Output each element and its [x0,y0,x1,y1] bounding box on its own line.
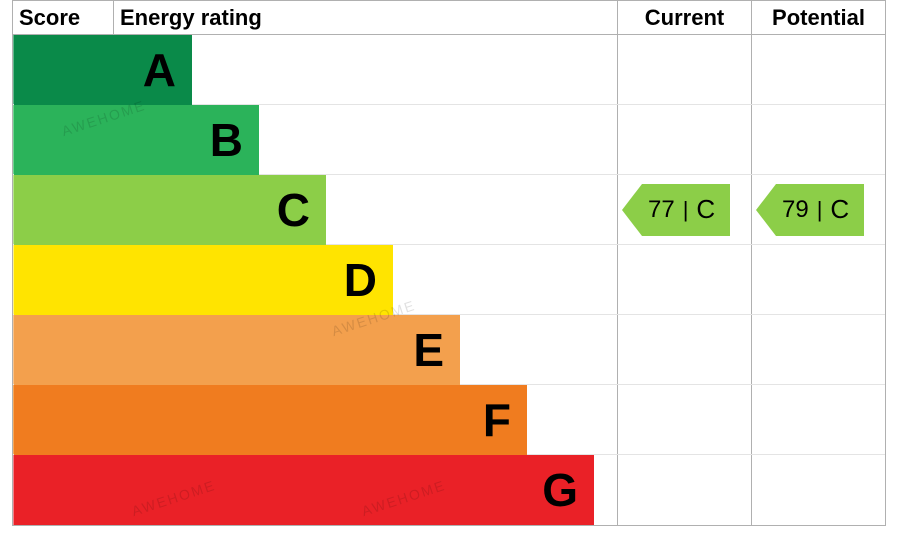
bar-area: F [113,385,617,454]
current-cell [617,105,751,174]
rating-letter-g: G [542,463,578,517]
current-cell [617,455,751,525]
rating-letter-c: C [277,183,310,237]
band-row-c: 69-80C77|C79|C [13,175,885,245]
separator: | [683,197,689,223]
rating-letter-d: D [344,253,377,307]
arrow-tip-icon [756,184,776,236]
header-row: Score Energy rating Current Potential [13,1,885,35]
band-row-e: 39-54E [13,315,885,385]
current-tag: 77 | C [622,184,730,236]
rating-bar-g: G [14,455,594,525]
potential-cell [751,35,885,104]
current-tag-value: 77 [648,196,675,224]
bar-area: A [113,35,617,104]
rating-letter-f: F [483,393,511,447]
rating-letter-b: B [210,113,243,167]
potential-tag-letter: C [830,194,850,225]
bar-area: E [113,315,617,384]
band-row-a: 92+A [13,35,885,105]
current-cell [617,245,751,314]
header-score: Score [13,1,113,34]
potential-cell [751,315,885,384]
potential-tag: 79 | C [756,184,864,236]
bar-area: C [113,175,617,244]
rating-letter-a: A [143,43,176,97]
rating-bar-e: E [14,315,460,385]
rating-bar-c: C [14,175,326,245]
header-current: Current [617,1,751,34]
band-row-b: 81-91B [13,105,885,175]
rating-bar-d: D [14,245,393,315]
potential-cell [751,455,885,525]
chart-body: 92+A81-91B69-80C77|C79|C55-68D39-54E21-3… [13,35,885,525]
rating-bar-a: A [14,35,192,105]
separator: | [817,197,823,223]
current-tag-body: 77 | C [642,184,730,236]
bar-area: D [113,245,617,314]
arrow-tip-icon [622,184,642,236]
bar-area: G [113,455,617,525]
current-cell [617,315,751,384]
potential-cell [751,105,885,174]
band-row-d: 55-68D [13,245,885,315]
header-potential: Potential [751,1,885,34]
current-cell [617,385,751,454]
band-row-f: 21-38F [13,385,885,455]
header-rating: Energy rating [113,1,617,34]
current-cell [617,35,751,104]
rating-bar-f: F [14,385,527,455]
bar-area: B [113,105,617,174]
potential-cell [751,385,885,454]
energy-rating-chart: Score Energy rating Current Potential 92… [12,0,886,526]
current-tag-letter: C [696,194,716,225]
band-row-g: 1-20G [13,455,885,525]
current-cell: 77 | C [617,175,751,244]
potential-tag-body: 79 | C [776,184,864,236]
potential-tag-value: 79 [782,196,809,224]
rating-letter-e: E [413,323,444,377]
potential-cell [751,245,885,314]
rating-bar-b: B [14,105,259,175]
potential-cell: 79 | C [751,175,885,244]
